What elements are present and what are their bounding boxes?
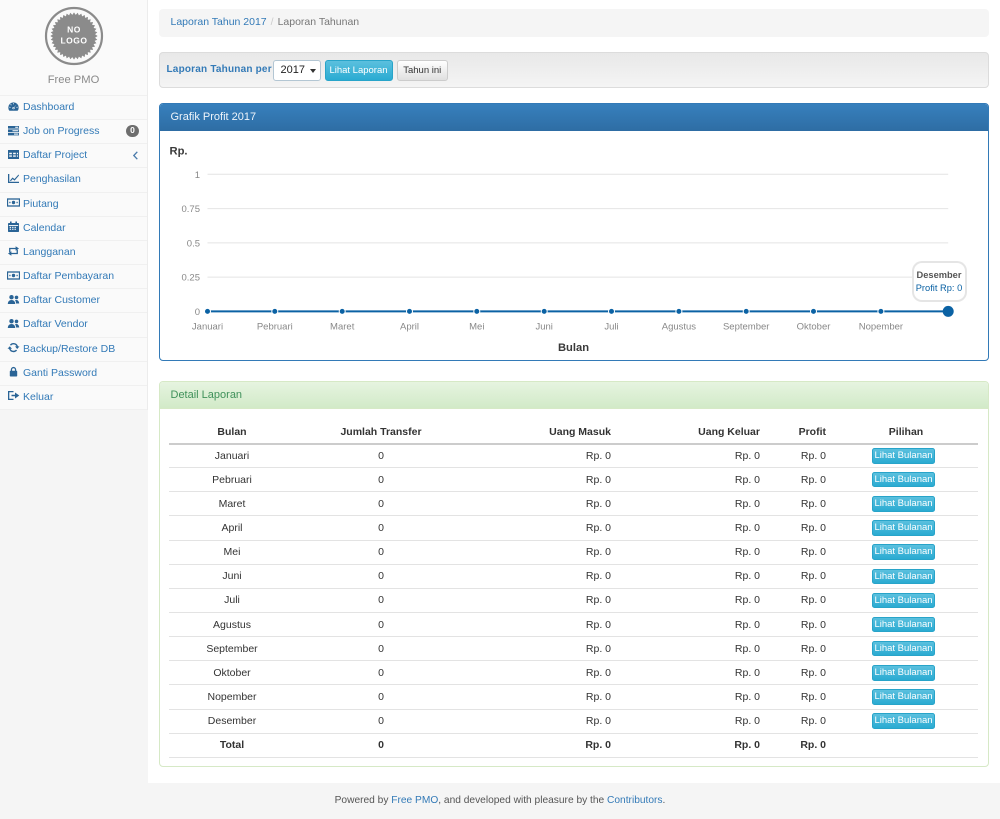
svg-text:Oktober: Oktober	[796, 322, 830, 333]
svg-text:Nopember: Nopember	[858, 322, 902, 333]
svg-text:Januari: Januari	[191, 322, 222, 333]
svg-text:NO: NO	[67, 25, 81, 35]
svg-text:Rp.: Rp.	[169, 146, 187, 158]
svg-text:September: September	[722, 322, 768, 333]
svg-text:Juli: Juli	[604, 322, 618, 333]
svg-text:0.25: 0.25	[181, 273, 200, 284]
svg-text:0: 0	[194, 307, 199, 318]
svg-text:April: April	[399, 322, 418, 333]
svg-text:Juni: Juni	[535, 322, 552, 333]
svg-text:LOGO: LOGO	[60, 36, 87, 46]
svg-text:Mei: Mei	[469, 322, 484, 333]
svg-text:0.5: 0.5	[186, 238, 199, 249]
svg-text:Maret: Maret	[330, 322, 355, 333]
svg-text:Pebruari: Pebruari	[256, 322, 292, 333]
svg-text:0.75: 0.75	[181, 204, 200, 215]
svg-text:1: 1	[194, 170, 199, 181]
svg-text:Agustus: Agustus	[661, 322, 696, 333]
svg-text:Bulan: Bulan	[557, 342, 588, 354]
